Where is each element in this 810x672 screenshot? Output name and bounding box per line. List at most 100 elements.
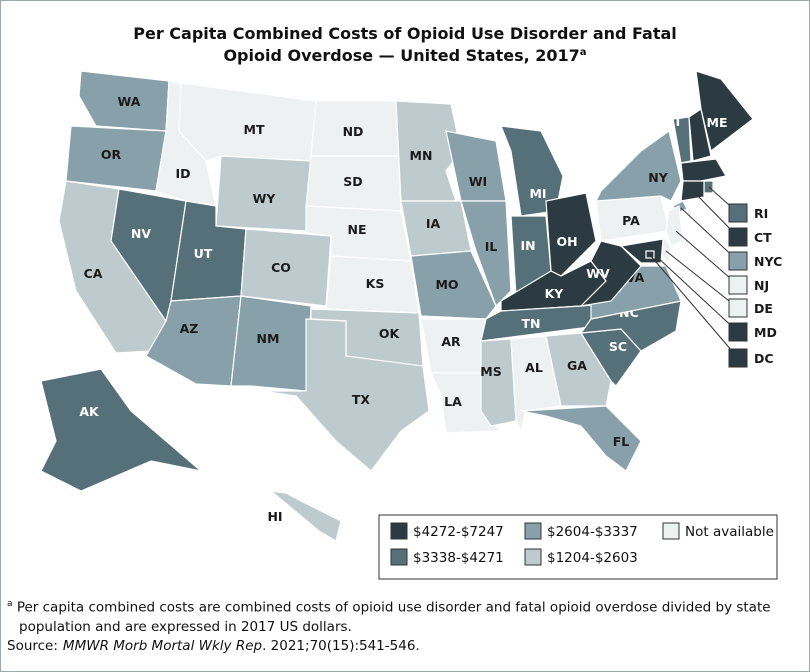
state-label: AL (525, 360, 543, 375)
state-label: MS (480, 364, 501, 379)
legend-swatch (390, 522, 408, 540)
state-label: NJ (754, 278, 769, 293)
legend-box (378, 514, 778, 580)
state-label: MI (529, 186, 546, 201)
leader-line (665, 250, 739, 309)
state-label: WV (586, 266, 610, 281)
state-label: CT (754, 230, 772, 245)
footnotes: a Per capita combined costs are combined… (7, 595, 797, 656)
state-label: OK (379, 326, 401, 341)
state-label: IL (485, 239, 498, 254)
callout-box (728, 322, 748, 342)
legend-swatch (524, 522, 542, 540)
leader-line (655, 255, 739, 333)
state-label: AR (441, 334, 461, 349)
state (695, 70, 754, 153)
state-label: TX (352, 392, 371, 407)
state (230, 295, 312, 392)
legend-label: $4272-$7247 (413, 524, 504, 540)
state-label: MO (435, 277, 458, 292)
title-line: Per Capita Combined Costs of Opioid Use … (133, 24, 677, 43)
callout-box (728, 298, 748, 318)
state-label: KY (545, 286, 565, 301)
state (545, 192, 597, 277)
legend-swatch (524, 548, 542, 566)
state (703, 180, 714, 194)
state (680, 158, 727, 182)
state (594, 129, 682, 202)
state-label: MA (731, 168, 753, 183)
state-label: VT (664, 114, 683, 129)
title-line: Opioid Overdose — United States, 2017a (223, 46, 586, 65)
state (680, 180, 705, 202)
callout-box (728, 227, 748, 247)
state-label: IN (520, 238, 535, 253)
state-label: NY (648, 170, 668, 185)
state-label: LA (444, 394, 462, 409)
state-label: PA (622, 213, 640, 228)
state-label: OH (556, 234, 577, 249)
state-label: SC (609, 339, 627, 354)
state (480, 338, 517, 427)
state-label: AK (79, 404, 100, 419)
state-label: ME (707, 115, 728, 130)
state (445, 130, 507, 202)
title-text: Opioid Overdose — United States, 2017 (223, 46, 579, 65)
title-marker: a (580, 47, 587, 58)
footnote-text: Per capita combined costs are combined c… (16, 599, 771, 616)
state (269, 490, 342, 542)
state (688, 108, 712, 162)
state-label: IA (426, 216, 441, 231)
state-label: NE (347, 222, 366, 237)
state-label: CA (84, 266, 103, 281)
footnote-text: population and are expressed in 2017 US … (19, 618, 352, 635)
state-label: WA (118, 94, 141, 109)
state-label: MD (754, 325, 777, 340)
legend-label: $2604-$3337 (547, 524, 638, 540)
legend-label: Not available (685, 524, 774, 540)
source: Source: MMWR Morb Mortal Wkly Rep. 2021;7… (7, 637, 797, 656)
footnote: a Per capita combined costs are combined… (7, 595, 797, 618)
state (460, 200, 512, 308)
state-label: MT (244, 122, 265, 137)
leader-line (649, 254, 739, 359)
legend-label: $1204-$2603 (547, 550, 638, 566)
legend-label: $3338-$4271 (413, 550, 504, 566)
callout-box (728, 203, 748, 223)
state-label: DC (754, 351, 774, 366)
state (579, 240, 642, 307)
state (78, 70, 170, 132)
map: Per Capita Combined Costs of Opioid Use … (40, 24, 782, 580)
state-label: OR (101, 147, 122, 162)
state-label: HI (267, 509, 282, 524)
state (260, 318, 430, 472)
state-label: RI (754, 206, 768, 221)
source-journal: MMWR Morb Mortal Wkly Rep (62, 637, 263, 654)
legend-swatch (390, 548, 408, 566)
state (40, 368, 204, 492)
state-label: DE (754, 301, 773, 316)
state (645, 250, 655, 259)
state-label: WI (469, 174, 487, 189)
state (520, 405, 642, 472)
state-label: FL (613, 434, 630, 449)
source-rest: . 2021;70(15):541-546. (262, 637, 420, 654)
state-label: NYC (754, 254, 782, 269)
state-label: TN (522, 316, 541, 331)
state (410, 250, 497, 320)
state-label: GA (567, 358, 587, 373)
legend-swatch (662, 522, 680, 540)
state-label: UT (194, 246, 213, 261)
state-label: WY (253, 191, 277, 206)
state-label: CO (271, 260, 291, 275)
footnote-marker: a (7, 599, 13, 609)
leader-line (675, 230, 739, 286)
state-label: KS (366, 276, 385, 291)
state-label: MN (410, 148, 433, 163)
source-prefix: Source: (7, 637, 58, 654)
state (545, 332, 612, 407)
state-label: NV (131, 226, 151, 241)
callout-box (728, 251, 748, 271)
state-label: NM (257, 331, 280, 346)
